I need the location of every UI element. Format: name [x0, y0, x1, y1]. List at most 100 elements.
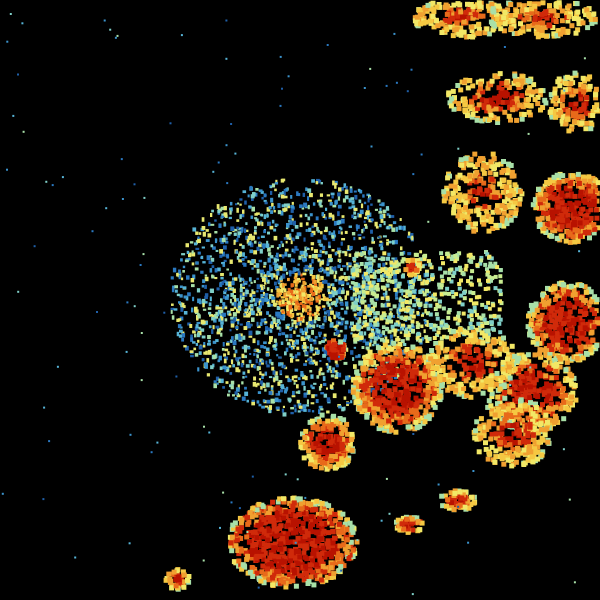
- echo-pixel: [261, 405, 265, 409]
- echo-pixel: [337, 289, 342, 293]
- echo-pixel: [273, 296, 276, 300]
- echo-pixel: [207, 233, 212, 238]
- echo-pixel: [348, 325, 353, 329]
- echo-pixel: [554, 235, 560, 241]
- echo-pixel: [255, 297, 259, 303]
- echo-pixel: [418, 370, 424, 376]
- echo-pixel: [376, 426, 382, 432]
- echo-pixel: [238, 356, 241, 360]
- echo-pixel: [290, 573, 296, 579]
- echo-pixel: [290, 357, 294, 363]
- echo-pixel: [405, 424, 411, 430]
- echo-pixel: [327, 509, 333, 515]
- echo-pixel: [346, 556, 352, 562]
- echo-pixel: [370, 300, 375, 305]
- echo-pixel: [171, 315, 175, 320]
- echo-pixel: [240, 562, 246, 568]
- echo-pixel: [515, 392, 521, 397]
- echo-pixel: [575, 233, 581, 239]
- echo-pixel: [191, 284, 195, 288]
- echo-pixel: [531, 321, 537, 327]
- echo-pixel: [333, 274, 337, 279]
- echo-pixel: [542, 221, 548, 227]
- echo-pixel: [422, 367, 428, 373]
- echo-pixel: [238, 274, 241, 279]
- echo-pixel: [244, 556, 250, 562]
- echo-pixel: [384, 336, 388, 340]
- echo-pixel: [403, 372, 409, 378]
- echo-pixel: [234, 339, 237, 343]
- echo-pixel: [244, 534, 250, 540]
- echo-pixel: [279, 283, 284, 288]
- echo-pixel: [204, 295, 208, 300]
- echo-pixel: [308, 321, 312, 326]
- echo-pixel: [490, 276, 495, 281]
- echo-pixel: [525, 415, 531, 421]
- echo-pixel: [391, 400, 397, 406]
- echo-pixel: [391, 340, 397, 346]
- echo-pixel: [389, 308, 393, 311]
- echo-pixel: [334, 279, 338, 282]
- echo-pixel: [190, 278, 195, 283]
- echo-pixel: [205, 350, 208, 355]
- echo-pixel: [206, 373, 210, 377]
- echo-pixel: [348, 206, 352, 210]
- echo-pixel: [498, 289, 503, 293]
- echo-pixel: [353, 215, 357, 220]
- echo-pixel: [497, 321, 502, 326]
- echo-pixel: [359, 409, 365, 415]
- echo-pixel: [229, 372, 233, 375]
- echo-pixel: [335, 220, 340, 226]
- echo-pixel: [362, 355, 366, 359]
- echo-pixel: [216, 382, 219, 385]
- echo-pixel: [271, 275, 274, 280]
- echo-pixel: [217, 209, 221, 214]
- echo-pixel: [350, 547, 356, 553]
- echo-pixel: [338, 259, 342, 263]
- echo-pixel: [342, 379, 345, 385]
- echo-pixel: [236, 256, 240, 260]
- echo-pixel: [439, 283, 444, 288]
- echo-pixel: [330, 307, 333, 312]
- echo-pixel: [387, 267, 392, 272]
- echo-pixel: [345, 544, 351, 550]
- echo-pixel: [355, 337, 360, 342]
- echo-pixel: [586, 182, 592, 188]
- echo-pixel: [245, 222, 248, 225]
- echo-pixel: [189, 324, 193, 328]
- echo-pixel: [588, 299, 594, 305]
- echo-pixel: [375, 343, 380, 346]
- echo-pixel: [568, 206, 574, 212]
- echo-pixel: [361, 246, 365, 250]
- echo-pixel: [200, 255, 204, 260]
- echo-pixel: [314, 538, 320, 544]
- echo-pixel: [323, 317, 326, 320]
- echo-pixel: [360, 365, 366, 371]
- echo-pixel: [387, 355, 393, 361]
- echo-pixel: [328, 259, 333, 263]
- echo-pixel: [352, 357, 355, 361]
- echo-pixel: [340, 218, 345, 224]
- echo-pixel: [219, 237, 223, 243]
- echo-pixel: [182, 286, 187, 290]
- echo-pixel: [320, 545, 326, 551]
- echo-pixel: [528, 321, 534, 327]
- echo-pixel: [350, 305, 355, 310]
- echo-pixel: [531, 312, 537, 318]
- echo-pixel: [437, 282, 442, 287]
- echo-pixel: [341, 284, 345, 287]
- echo-pixel: [293, 249, 296, 254]
- echo-pixel: [392, 379, 398, 385]
- echo-pixel: [373, 377, 379, 383]
- echo-pixel: [579, 283, 585, 288]
- echo-pixel: [400, 303, 405, 308]
- echo-pixel: [313, 553, 319, 559]
- echo-pixel: [299, 222, 303, 228]
- echo-pixel: [408, 285, 412, 290]
- echo-pixel: [284, 301, 288, 306]
- echo-pixel: [316, 522, 322, 528]
- echo-pixel: [350, 197, 355, 200]
- echo-pixel: [272, 302, 277, 307]
- echo-pixel: [229, 298, 232, 304]
- echo-pixel: [344, 230, 348, 234]
